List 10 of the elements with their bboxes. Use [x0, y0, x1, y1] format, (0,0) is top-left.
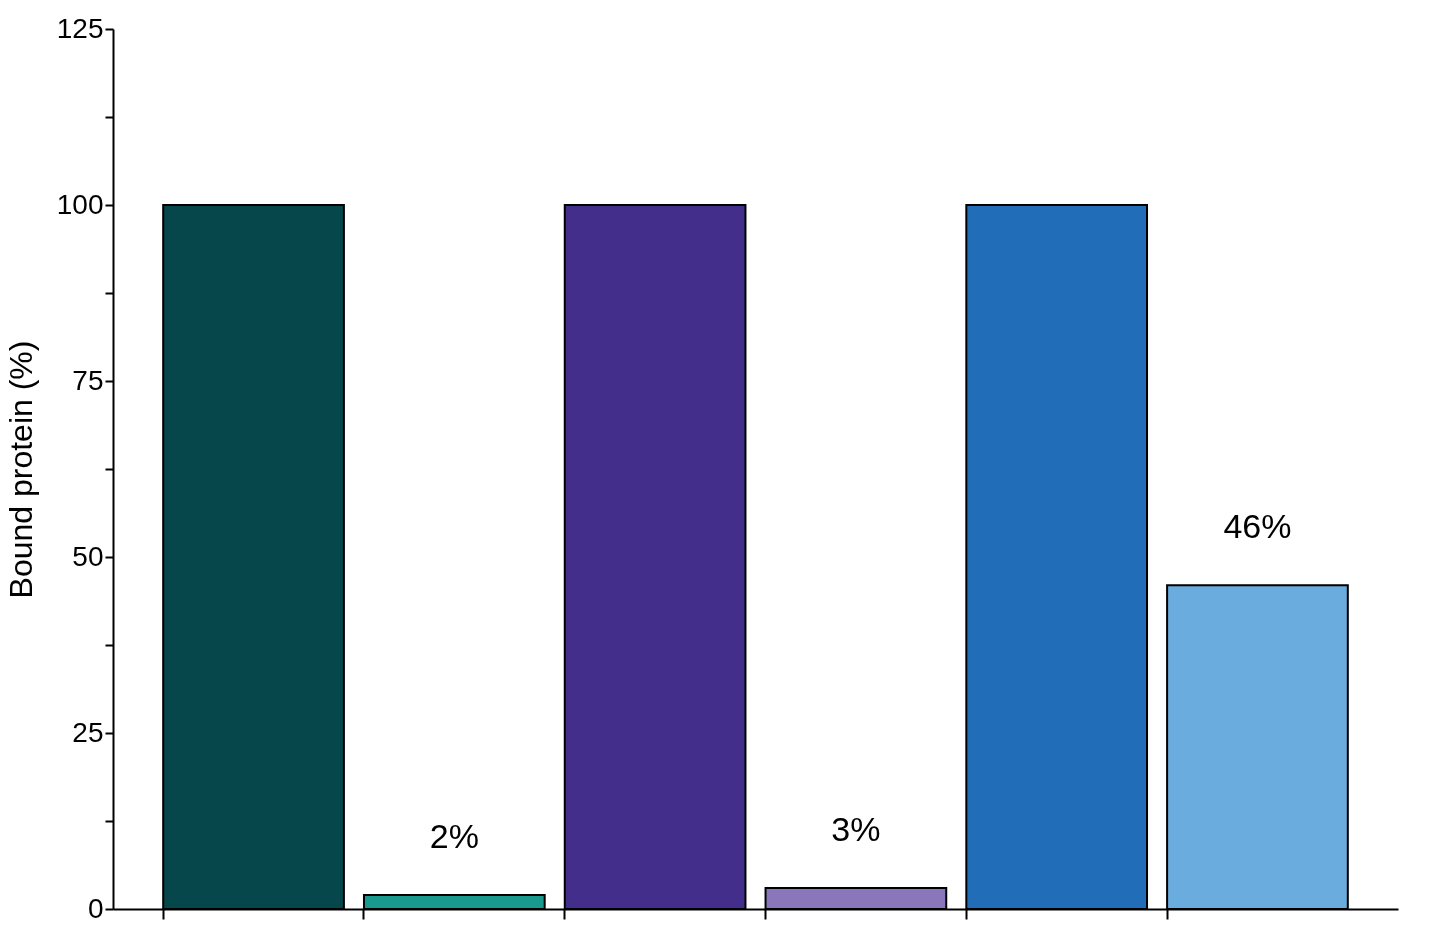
- y-tick-label: 100: [56, 188, 104, 220]
- data-label: 46%: [1223, 507, 1292, 546]
- y-tick-label: 75: [72, 364, 104, 396]
- y-tick-label: 0: [87, 892, 104, 924]
- data-label: 2%: [429, 816, 479, 855]
- y-tick-label: 25: [72, 716, 104, 748]
- data-label: 3%: [831, 809, 881, 848]
- y-tick-label: 50: [72, 540, 104, 572]
- y-axis-title: Bound protein (%): [2, 340, 39, 599]
- y-tick-label: 125: [56, 12, 104, 44]
